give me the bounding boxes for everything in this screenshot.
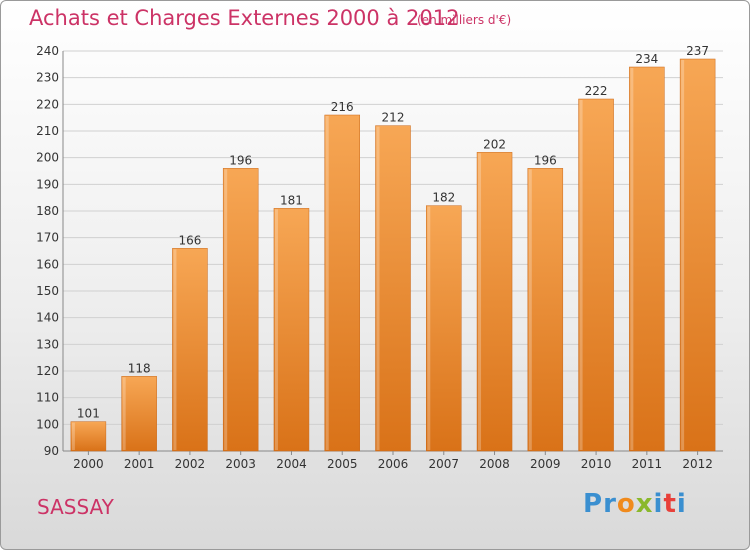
data-labels: 101 118 166 196 181 216 212 182 202 196 222 234 237 <box>77 44 709 421</box>
data-label-2002: 166 <box>178 233 201 247</box>
bar-highlight <box>528 169 532 451</box>
x-tick-label-2006: 2006 <box>378 457 409 471</box>
x-tick-label-2010: 2010 <box>581 457 612 471</box>
y-tick-label: 160 <box>36 257 59 271</box>
bar-2008 <box>476 152 513 452</box>
y-tick-label: 130 <box>36 337 59 351</box>
bar-highlight <box>224 169 228 451</box>
bar-2003 <box>222 168 259 452</box>
x-tick-label-2003: 2003 <box>225 457 256 471</box>
logo-letter: i <box>653 489 664 519</box>
data-label-2010: 222 <box>585 84 608 98</box>
bar-highlight <box>71 422 75 450</box>
x-tick-label-2001: 2001 <box>124 457 155 471</box>
bar-2004 <box>273 208 310 452</box>
y-tick-label: 180 <box>36 204 59 218</box>
bar-2006 <box>375 125 411 452</box>
logo-letter: P <box>583 489 604 519</box>
x-tick-labels: 2000 2001 2002 2003 2004 2005 2006 2007 2008 2009… <box>73 451 713 471</box>
chart-title: Achats et Charges Externes 2000 à 2012 <box>29 6 460 30</box>
y-tick-label: 220 <box>36 97 59 111</box>
data-label-2004: 181 <box>280 193 303 207</box>
bars <box>70 58 716 452</box>
data-label-2006: 212 <box>382 111 405 125</box>
data-label-2001: 118 <box>128 361 151 375</box>
bar-2012 <box>679 58 716 452</box>
bar-highlight <box>376 126 380 451</box>
bar-highlight <box>173 249 177 450</box>
bar-highlight <box>630 68 634 450</box>
bar-2011 <box>629 66 665 452</box>
bar-highlight <box>579 100 583 450</box>
bar-highlight <box>274 209 278 450</box>
x-tick-label-2009: 2009 <box>530 457 561 471</box>
data-label-2012: 237 <box>686 44 709 58</box>
x-tick-label-2000: 2000 <box>73 457 104 471</box>
y-tick-label: 110 <box>36 391 59 405</box>
logo-letter: i <box>676 489 687 519</box>
bar-2000 <box>70 421 107 452</box>
bar-2001 <box>121 376 157 452</box>
data-label-2007: 182 <box>432 191 455 205</box>
bar-2010 <box>578 98 614 452</box>
x-tick-label-2002: 2002 <box>175 457 206 471</box>
y-tick-label: 100 <box>36 417 59 431</box>
chart-subtitle: (en milliers d'€) <box>417 13 512 27</box>
data-label-2000: 101 <box>77 407 100 421</box>
bar-highlight <box>325 116 329 450</box>
y-tick-label: 230 <box>36 71 59 85</box>
y-tick-label: 210 <box>36 124 59 138</box>
y-tick-label: 190 <box>36 177 59 191</box>
y-tick-label: 120 <box>36 364 59 378</box>
data-label-2008: 202 <box>483 137 506 151</box>
bar-2002 <box>172 248 208 452</box>
bar-highlight <box>478 153 482 451</box>
bar-2005 <box>324 114 360 452</box>
y-tick-label: 200 <box>36 151 59 165</box>
data-label-2011: 234 <box>635 52 658 66</box>
y-tick-label: 140 <box>36 311 59 325</box>
data-label-2005: 216 <box>331 100 354 114</box>
x-tick-label-2011: 2011 <box>632 457 663 471</box>
bar-2009 <box>527 168 564 452</box>
y-tick-label: 90 <box>44 444 59 458</box>
place-name: SASSAY <box>37 495 114 519</box>
logo-letter: r <box>603 489 617 519</box>
proxiti-logo: Proxiti <box>583 489 687 519</box>
y-tick-labels: 90 100 110 120 130 140 150 160 170 180 190 200 210 22… <box>36 44 59 458</box>
y-tick-label: 240 <box>36 44 59 58</box>
logo-letter: o <box>616 489 636 519</box>
y-tick-label: 170 <box>36 231 59 245</box>
data-label-2009: 196 <box>534 153 557 167</box>
x-tick-label-2005: 2005 <box>327 457 358 471</box>
bar-highlight <box>427 206 431 450</box>
bar-highlight <box>681 60 685 450</box>
bar-2007 <box>426 205 462 452</box>
x-tick-label-2008: 2008 <box>479 457 510 471</box>
logo-letter: x <box>635 489 654 519</box>
x-tick-label-2007: 2007 <box>428 457 459 471</box>
logo-letter: t <box>663 489 677 519</box>
bar-highlight <box>122 377 126 450</box>
y-tick-label: 150 <box>36 284 59 298</box>
x-tick-label-2004: 2004 <box>276 457 307 471</box>
x-tick-label-2012: 2012 <box>682 457 713 471</box>
data-label-2003: 196 <box>229 153 252 167</box>
